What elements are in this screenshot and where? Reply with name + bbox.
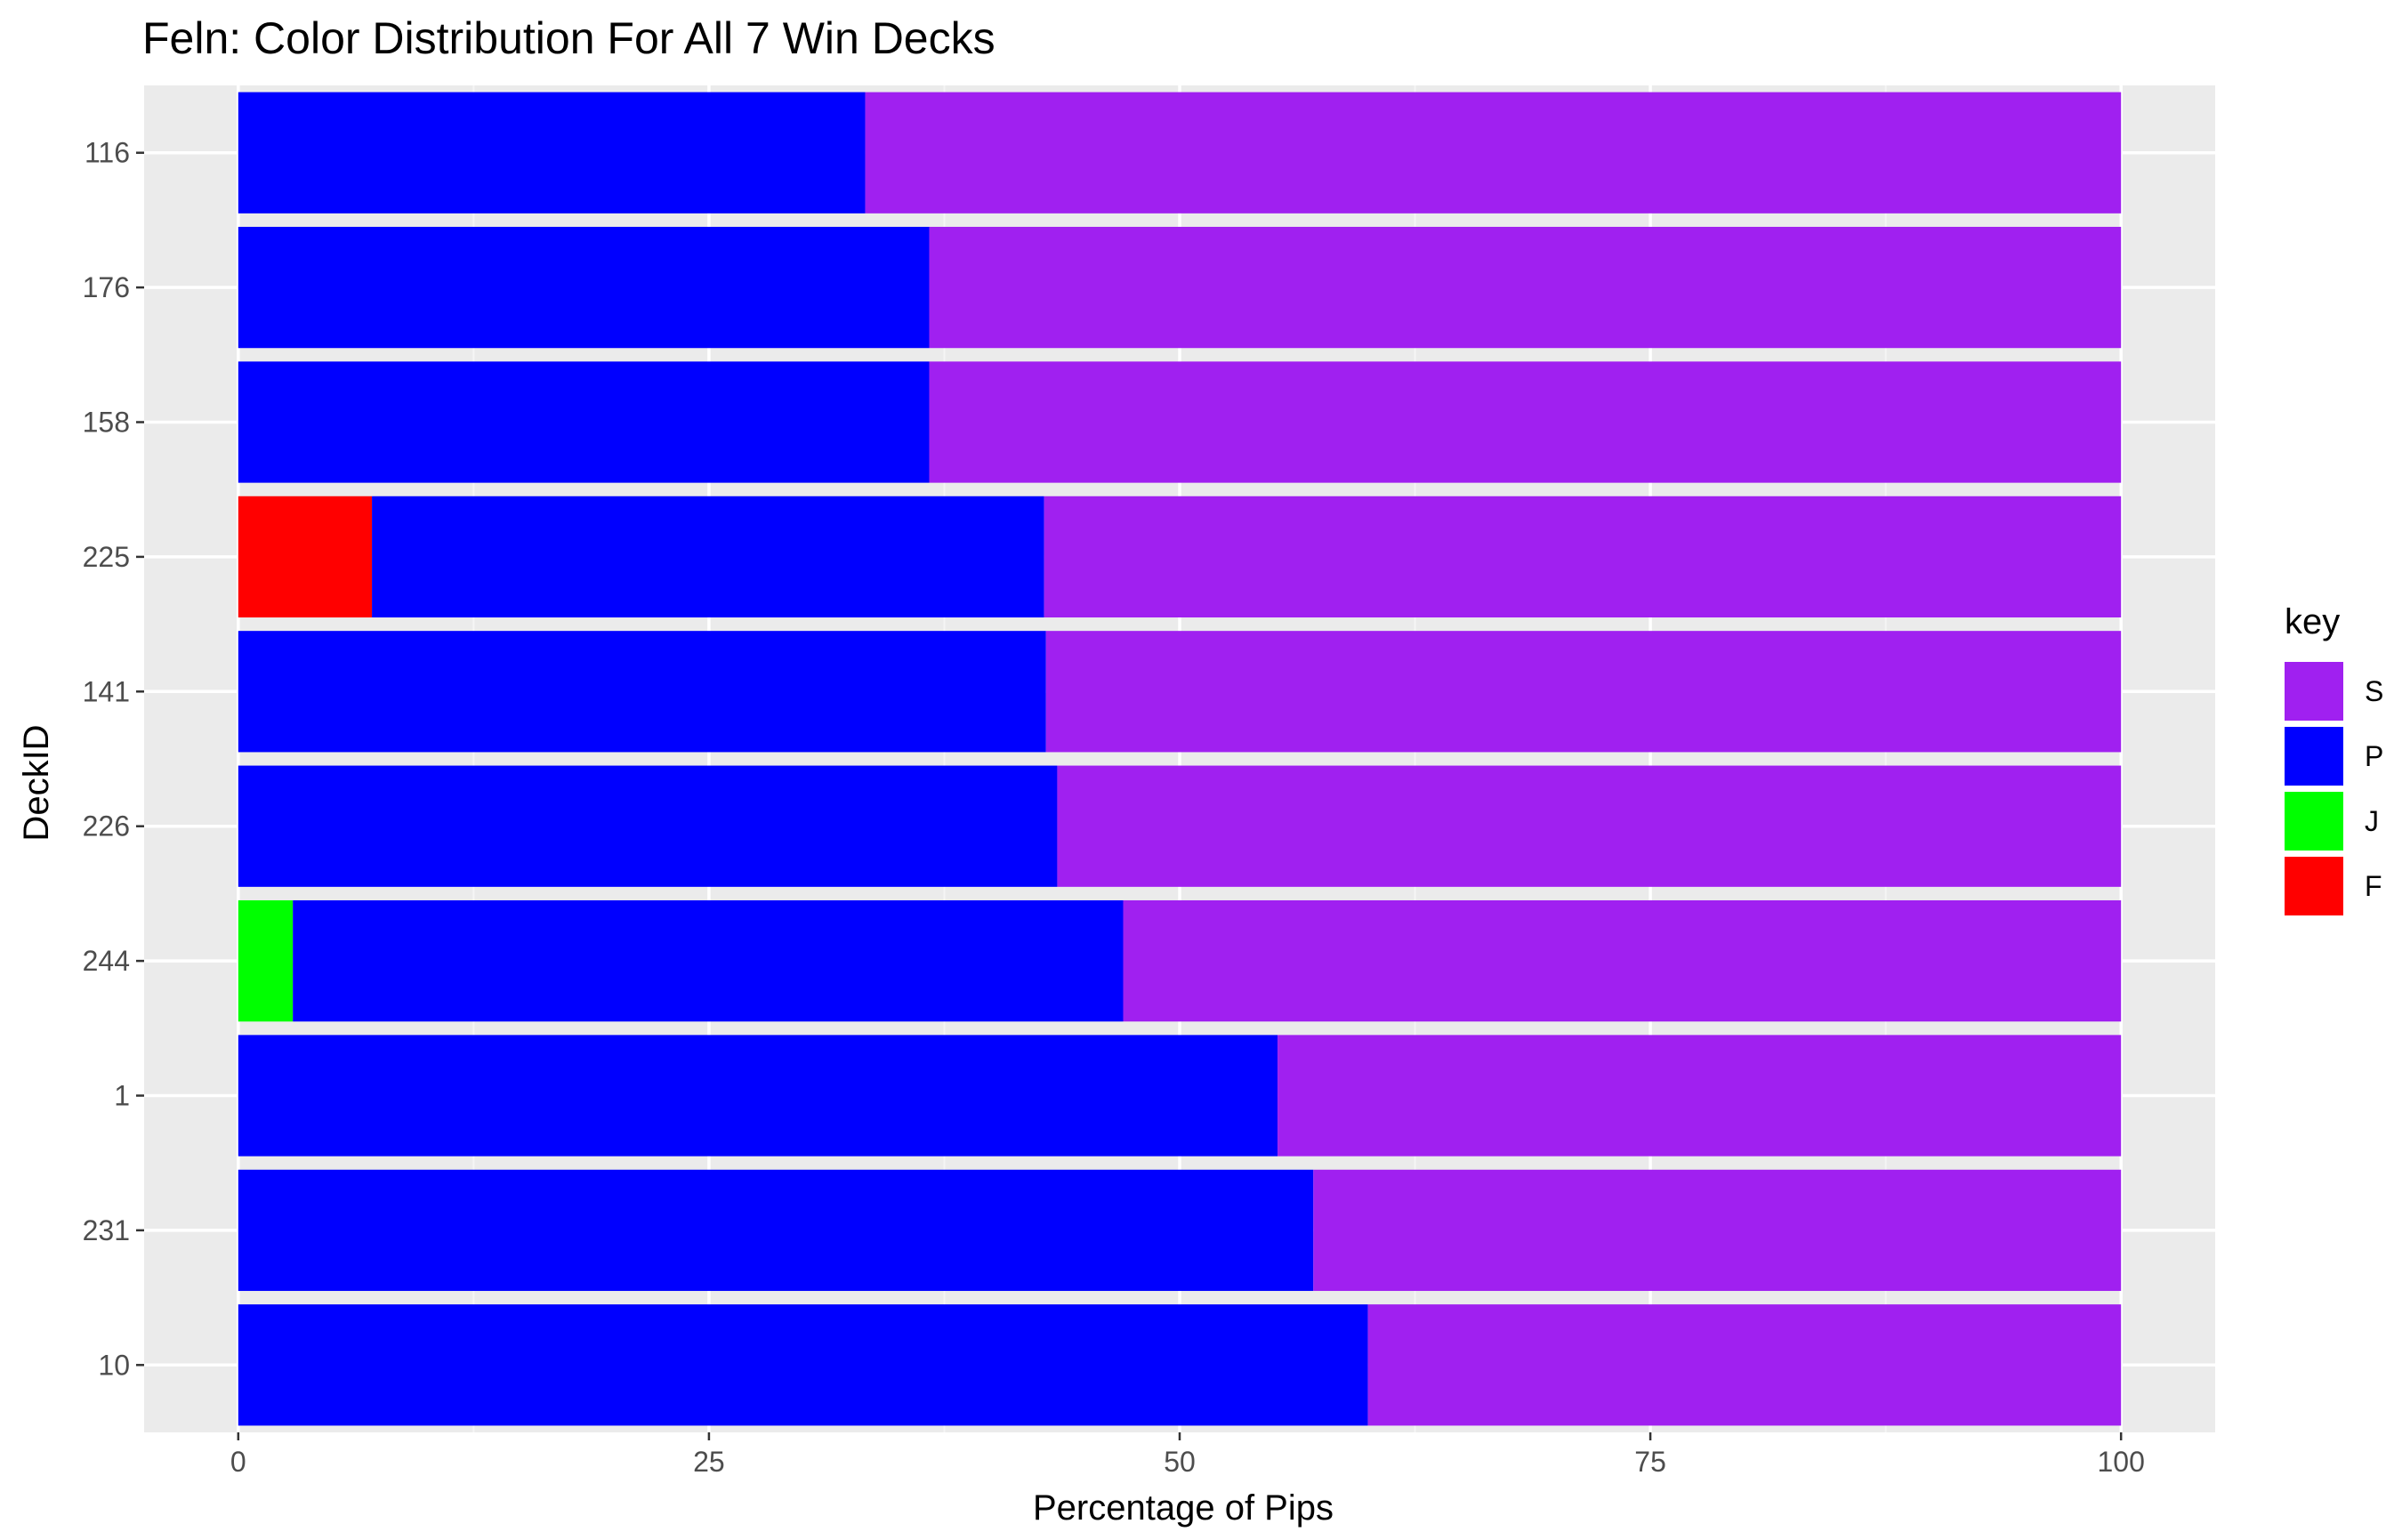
chart-title: Feln: Color Distribution For All 7 Win D… — [142, 13, 995, 63]
bar-segment-S-141 — [1045, 631, 2122, 753]
y-tick-label: 116 — [85, 137, 130, 169]
bar-segment-P-225 — [372, 496, 1044, 618]
plot-panel — [144, 85, 2215, 1432]
bar-segment-S-244 — [1123, 899, 2122, 1022]
bar-segment-P-244 — [293, 899, 1124, 1022]
bar-segment-S-226 — [1057, 765, 2122, 887]
bar-segment-F-225 — [238, 496, 373, 618]
y-tick-label: 176 — [83, 271, 130, 303]
y-tick-label: 10 — [98, 1349, 130, 1381]
y-tick-label: 231 — [83, 1214, 130, 1246]
legend-key-S — [2285, 662, 2343, 721]
bar-segment-P-1 — [238, 1035, 1278, 1157]
y-axis-title: DeckID — [17, 724, 56, 841]
legend: key S P J F — [2285, 602, 2383, 915]
bar-segment-S-225 — [1044, 496, 2122, 618]
legend-label-J: J — [2365, 805, 2379, 837]
bar-segment-S-176 — [929, 226, 2122, 349]
y-tick-label: 244 — [83, 945, 130, 977]
bar-segment-P-141 — [238, 631, 1046, 753]
bar-segment-P-158 — [238, 361, 930, 483]
legend-title: key — [2285, 602, 2340, 641]
legend-label-P: P — [2365, 740, 2383, 772]
legend-label-F: F — [2365, 870, 2382, 902]
bar-segment-S-1 — [1278, 1035, 2122, 1157]
bar-segment-P-226 — [238, 765, 1058, 887]
bar-segment-J-244 — [238, 899, 294, 1022]
x-tick-label: 0 — [230, 1446, 246, 1478]
bar-segment-P-116 — [238, 92, 866, 214]
y-tick-label: 141 — [83, 675, 130, 707]
bar-segment-P-231 — [238, 1169, 1314, 1292]
x-tick-label: 100 — [2097, 1446, 2144, 1478]
bar-segment-P-176 — [238, 226, 930, 349]
x-axis: 0 25 50 75 100 — [230, 1432, 2145, 1478]
y-axis: 116 176 158 225 141 226 244 1 231 10 — [83, 137, 144, 1381]
x-tick-label: 25 — [693, 1446, 725, 1478]
legend-label-S: S — [2365, 675, 2383, 707]
x-tick-label: 75 — [1634, 1446, 1666, 1478]
legend-key-J — [2285, 792, 2343, 851]
y-tick-label: 225 — [83, 541, 130, 573]
bar-segment-S-10 — [1367, 1304, 2122, 1426]
y-tick-label: 1 — [114, 1080, 130, 1112]
legend-key-P — [2285, 727, 2343, 786]
y-tick-label: 158 — [83, 407, 130, 439]
bar-segment-S-116 — [865, 92, 2122, 214]
x-axis-title: Percentage of Pips — [1033, 1488, 1334, 1528]
bar-segment-S-231 — [1313, 1169, 2122, 1292]
bar-segment-S-158 — [929, 361, 2122, 483]
bar-segment-P-10 — [238, 1304, 1368, 1426]
y-tick-label: 226 — [83, 810, 130, 843]
legend-key-F — [2285, 857, 2343, 915]
x-tick-label: 50 — [1164, 1446, 1196, 1478]
